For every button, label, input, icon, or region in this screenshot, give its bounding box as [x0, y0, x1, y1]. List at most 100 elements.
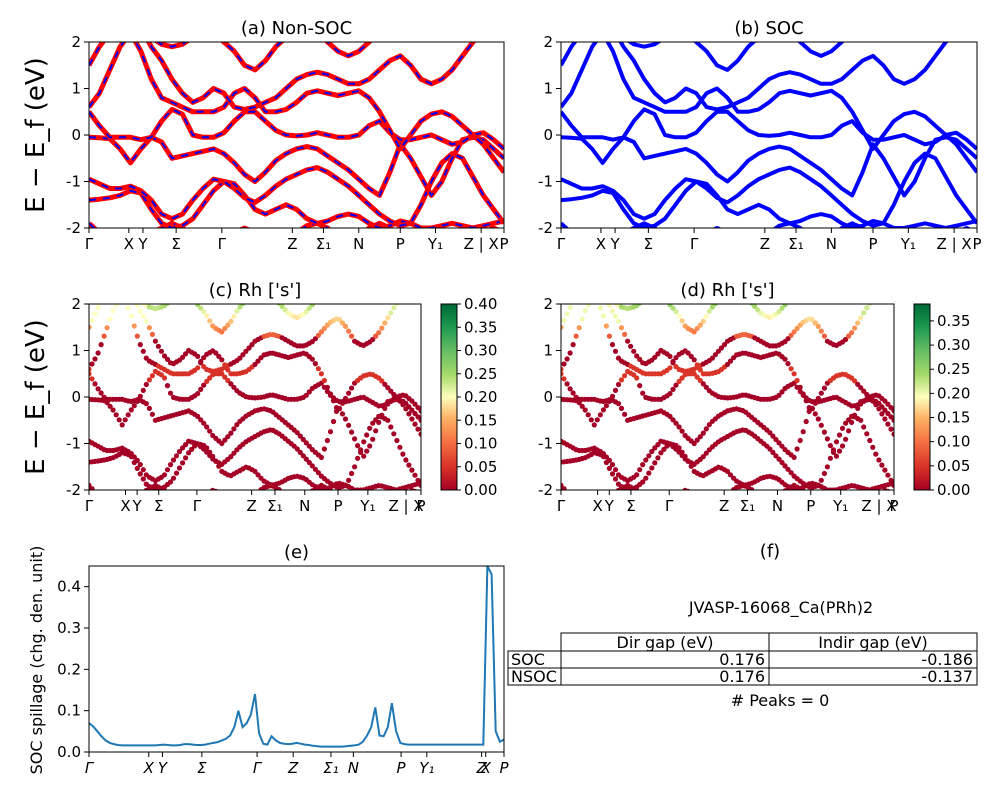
x-tick-label: Σ₁ — [788, 235, 804, 253]
projection-point — [891, 408, 894, 414]
projection-point — [228, 430, 234, 436]
nonsoc-band-3 — [89, 134, 504, 198]
projection-point — [597, 412, 604, 418]
y-tick-label: -1 — [66, 435, 81, 453]
projection-point — [577, 498, 582, 503]
projection-point — [382, 285, 387, 290]
projection-point — [409, 467, 415, 473]
projection-point — [95, 386, 101, 392]
projection-point — [753, 489, 756, 490]
projection-point — [797, 437, 803, 444]
projection-point — [303, 440, 309, 446]
projection-point — [882, 288, 887, 293]
projection-point — [89, 289, 94, 294]
projection-point — [183, 455, 189, 461]
projection-point — [289, 498, 294, 503]
projection-point — [123, 282, 128, 287]
projection-point — [695, 495, 700, 500]
projection-point — [797, 384, 803, 390]
projection-point — [281, 489, 283, 490]
projection-point — [888, 490, 893, 495]
projection-point — [864, 431, 870, 437]
projection-point — [652, 289, 657, 294]
projection-point — [234, 308, 240, 314]
projection-point — [622, 411, 628, 417]
x-tick-label: Σ — [154, 497, 163, 515]
projection-point — [646, 470, 652, 476]
projection-point — [595, 282, 600, 287]
projection-point — [855, 320, 861, 326]
projection-point — [666, 304, 668, 305]
projection-point — [240, 352, 246, 358]
projection-point — [315, 470, 321, 476]
projection-point — [173, 453, 180, 459]
projection-point — [618, 377, 625, 383]
projection-point — [885, 286, 890, 291]
projection-point — [667, 365, 673, 371]
projection-point — [640, 298, 645, 303]
projection-point — [861, 281, 866, 286]
projection-point — [117, 280, 122, 285]
projection-point — [679, 428, 685, 434]
projection-point — [724, 468, 731, 474]
y-tick-label: 0.1 — [57, 702, 81, 720]
projection-point — [803, 398, 809, 404]
projection-point — [355, 490, 360, 495]
projection-point — [319, 292, 324, 297]
projection-point — [879, 462, 885, 468]
projection-point — [403, 291, 408, 296]
projection-point — [795, 289, 800, 294]
projection-point — [718, 345, 725, 351]
projection-point — [343, 282, 348, 287]
projection-point — [92, 356, 98, 362]
projection-point — [89, 324, 92, 330]
projection-point — [839, 425, 846, 431]
projection-point — [146, 377, 152, 383]
projection-point — [794, 446, 800, 452]
projection-point — [700, 318, 706, 324]
projection-point — [606, 304, 612, 308]
projection-point — [794, 325, 800, 332]
projection-point — [606, 333, 613, 339]
y-tick-label: 1 — [543, 80, 553, 98]
projection-point — [89, 486, 95, 490]
projection-point — [110, 308, 116, 314]
projection-point — [204, 424, 210, 430]
projection-point — [819, 285, 824, 290]
projection-point — [114, 503, 119, 508]
projection-point — [129, 289, 134, 294]
projection-point — [89, 317, 95, 324]
projection-point — [610, 298, 615, 303]
projection-point — [776, 392, 782, 398]
projection-point — [403, 284, 408, 289]
projection-point — [879, 285, 884, 290]
x-tick-label: Σ — [644, 235, 653, 253]
projection-point — [367, 425, 373, 431]
projection-point — [173, 470, 180, 476]
projection-point — [691, 357, 697, 363]
projection-point — [637, 304, 643, 306]
projection-point — [595, 282, 600, 287]
projection-point — [582, 407, 588, 413]
projection-point — [652, 445, 658, 451]
projection-point — [315, 332, 321, 338]
projection-point — [373, 290, 378, 295]
projection-point — [222, 325, 228, 332]
projection-point — [622, 373, 628, 379]
projection-point — [567, 304, 573, 310]
projection-point — [117, 297, 122, 302]
header-indir-gap: Indir gap (eV) — [818, 633, 928, 652]
projection-point — [607, 295, 612, 300]
projection-point — [137, 462, 143, 468]
projection-point — [779, 305, 785, 311]
projection-point — [186, 292, 191, 297]
projection-point — [342, 395, 349, 401]
projection-point — [821, 385, 828, 391]
projection-point — [615, 401, 622, 407]
projection-point — [125, 305, 131, 311]
projection-point — [679, 452, 685, 459]
projection-points — [89, 280, 421, 508]
projection-point — [640, 479, 646, 485]
projection-point — [846, 333, 852, 339]
